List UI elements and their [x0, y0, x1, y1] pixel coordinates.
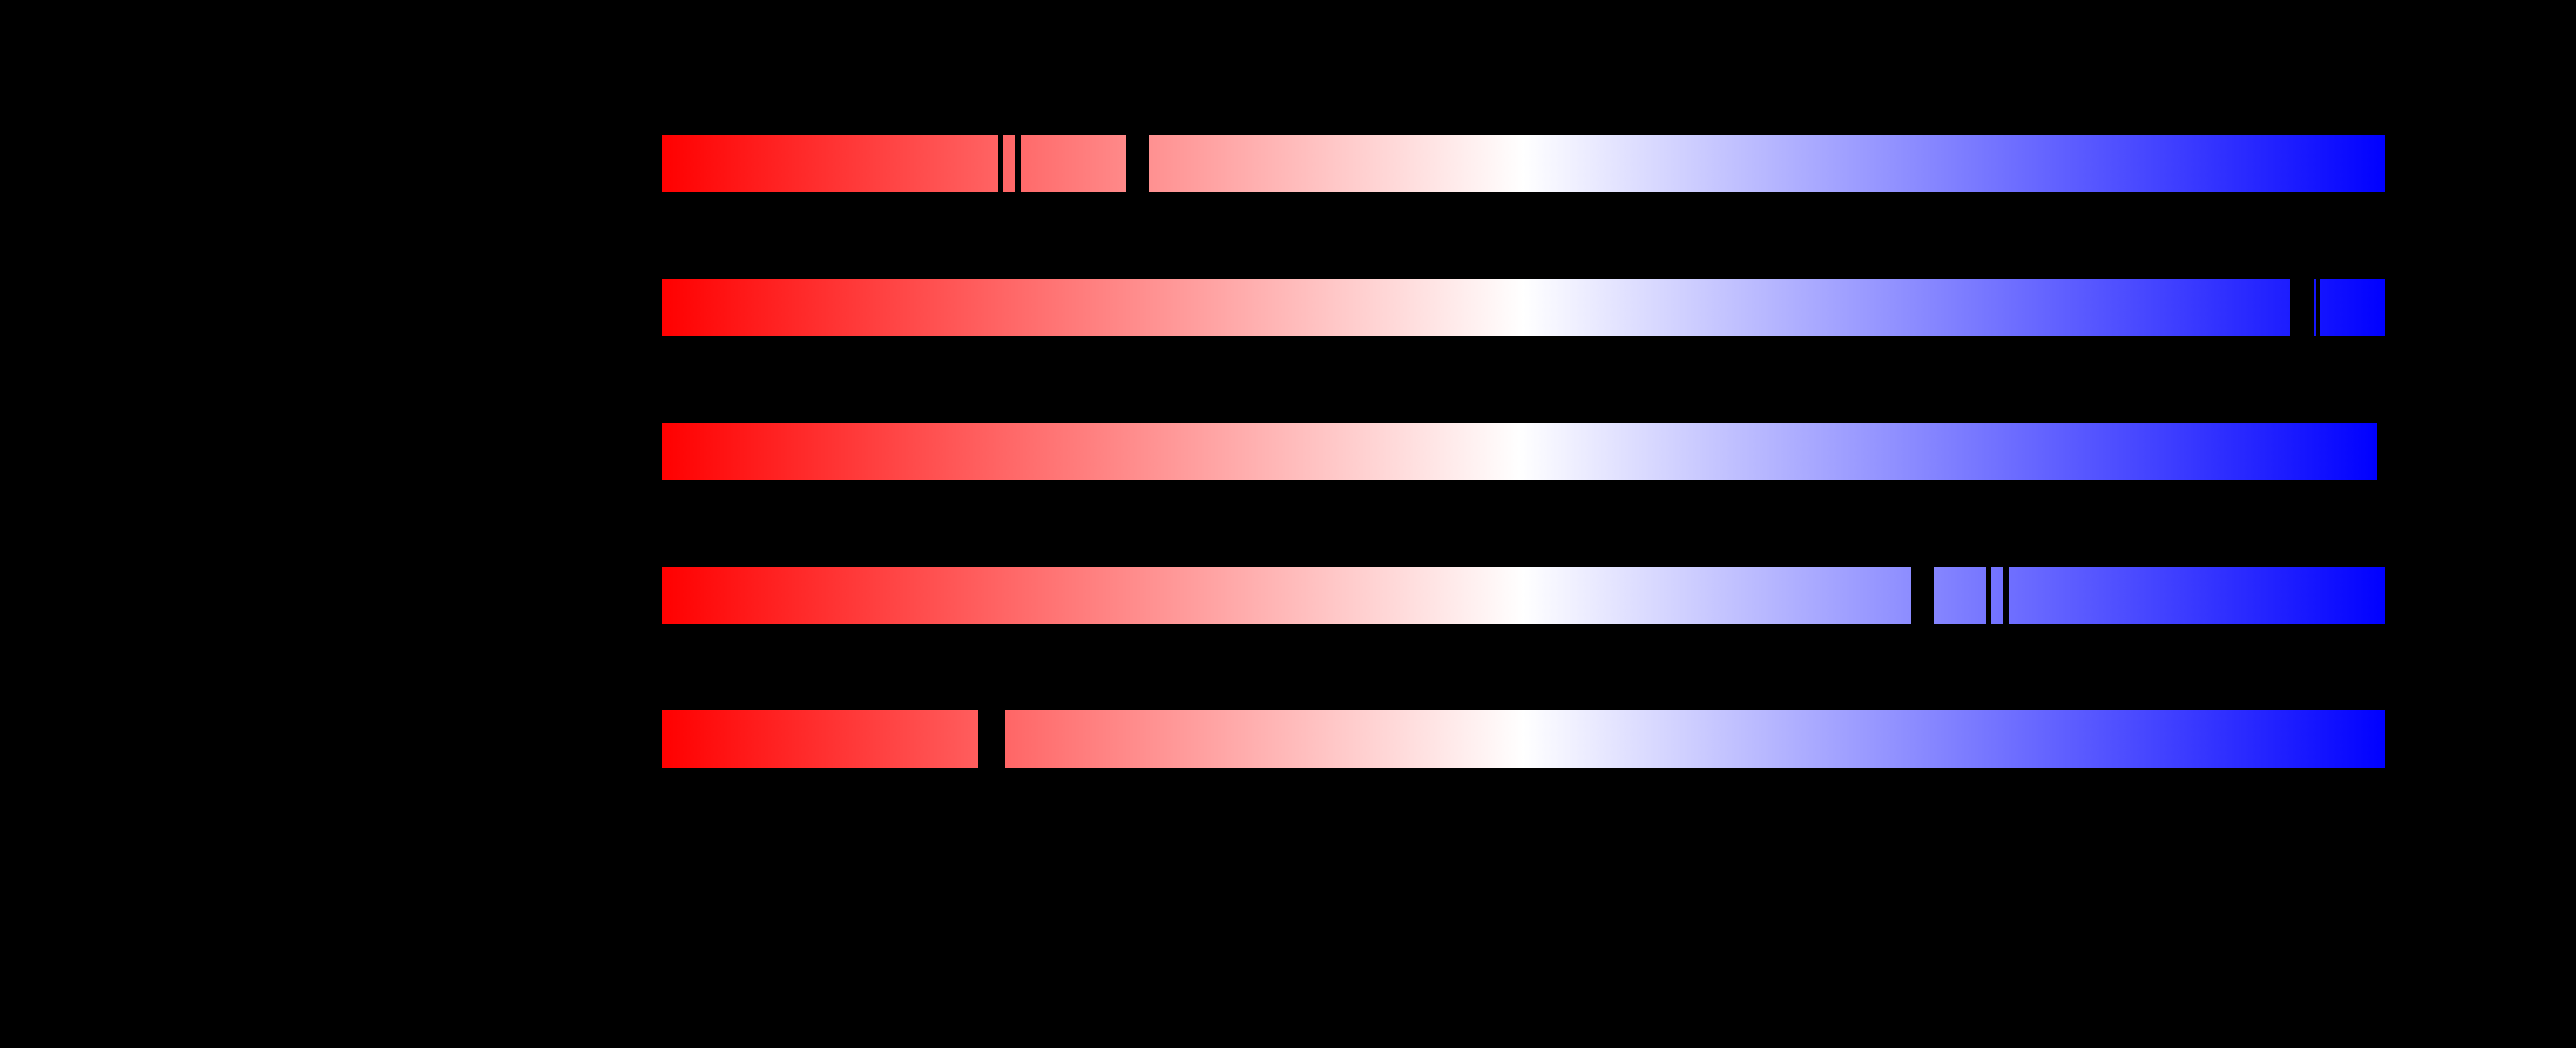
separator-mark: [1126, 135, 1149, 192]
gradient-bar-row-5: [662, 710, 2385, 768]
gradient-bar-row-2: [662, 279, 2385, 336]
gradient-bar-row-3: [662, 423, 2377, 480]
separator-mark: [1015, 135, 1021, 192]
separator-mark: [998, 135, 1003, 192]
gradient-bar-row-1: [662, 135, 2385, 192]
separator-mark: [2290, 279, 2314, 336]
separator-mark: [978, 710, 1005, 768]
separator-mark: [1911, 567, 1934, 624]
gradient-bar-row-4: [662, 567, 2385, 624]
separator-mark: [2316, 279, 2320, 336]
separator-mark: [2003, 567, 2009, 624]
separator-mark: [1986, 567, 1991, 624]
